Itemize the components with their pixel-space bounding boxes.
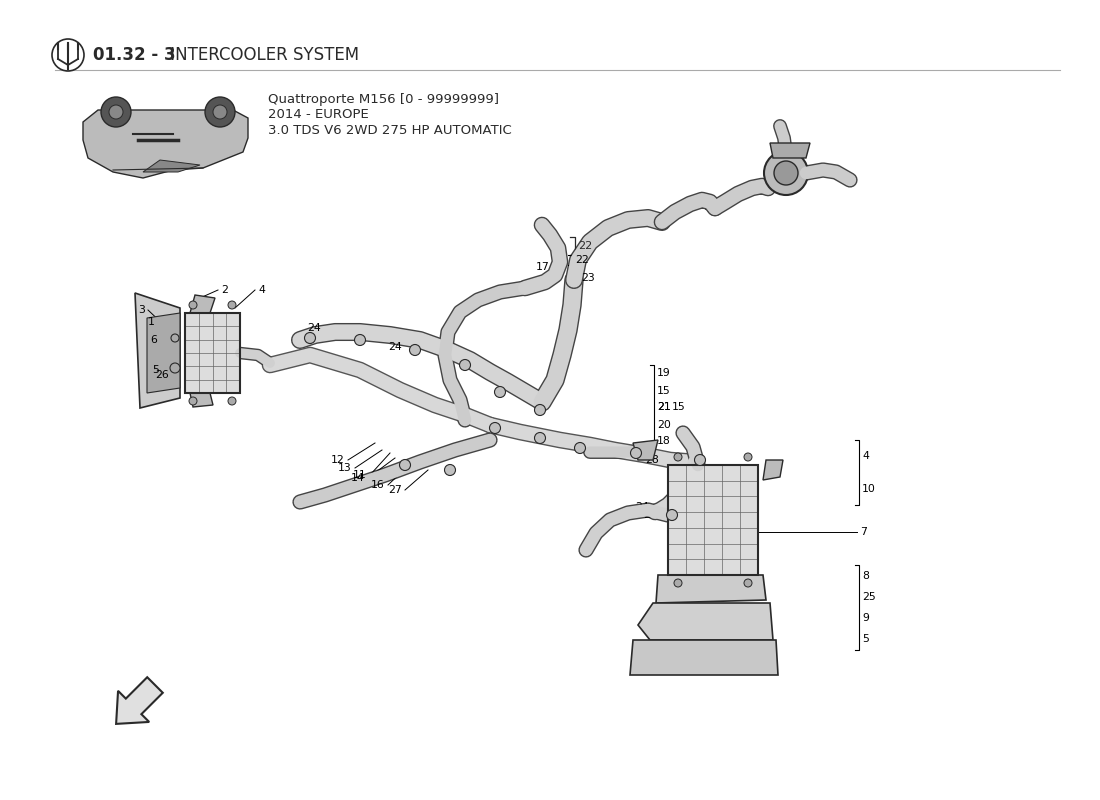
Circle shape — [205, 97, 235, 127]
Polygon shape — [117, 678, 163, 724]
Circle shape — [228, 301, 236, 309]
Text: 22: 22 — [578, 241, 592, 251]
Text: 11: 11 — [353, 470, 367, 480]
Polygon shape — [143, 160, 200, 172]
Text: 5: 5 — [152, 365, 160, 375]
Bar — [185, 313, 240, 393]
Circle shape — [674, 579, 682, 587]
Circle shape — [535, 405, 546, 415]
Circle shape — [764, 151, 808, 195]
Text: 21: 21 — [657, 402, 671, 413]
Circle shape — [535, 433, 546, 443]
Circle shape — [354, 334, 365, 346]
Polygon shape — [630, 640, 778, 675]
Text: 21: 21 — [657, 402, 671, 413]
Text: 4: 4 — [258, 285, 265, 295]
Text: 4: 4 — [862, 451, 869, 462]
Polygon shape — [147, 313, 180, 393]
Circle shape — [189, 397, 197, 405]
Circle shape — [170, 363, 180, 373]
Text: 22: 22 — [575, 255, 589, 265]
Text: 14: 14 — [351, 473, 365, 483]
Text: 15: 15 — [657, 386, 671, 395]
Text: 18: 18 — [657, 437, 671, 446]
Text: 7: 7 — [860, 527, 867, 537]
Text: 28: 28 — [645, 455, 659, 465]
Text: 8: 8 — [862, 570, 869, 581]
Text: 24: 24 — [388, 342, 401, 352]
Text: 24: 24 — [635, 502, 649, 512]
Text: 1: 1 — [148, 317, 155, 327]
Polygon shape — [135, 293, 180, 408]
Bar — [668, 465, 758, 575]
Text: 6: 6 — [150, 335, 157, 345]
Text: 9: 9 — [862, 613, 869, 623]
Text: 24: 24 — [644, 510, 657, 520]
Circle shape — [109, 105, 123, 119]
Polygon shape — [190, 393, 213, 407]
Text: 23: 23 — [581, 273, 595, 283]
Text: 19: 19 — [657, 369, 671, 378]
Circle shape — [228, 397, 236, 405]
Text: 12: 12 — [331, 455, 345, 465]
Circle shape — [774, 161, 798, 185]
Text: 20: 20 — [657, 419, 671, 430]
Polygon shape — [190, 295, 214, 313]
Circle shape — [189, 301, 197, 309]
Text: 01.32 - 3: 01.32 - 3 — [94, 46, 176, 64]
Circle shape — [744, 579, 752, 587]
Bar — [185, 313, 240, 393]
Circle shape — [409, 345, 420, 355]
Circle shape — [170, 334, 179, 342]
Circle shape — [574, 442, 585, 454]
Polygon shape — [638, 603, 773, 640]
Text: 3: 3 — [139, 305, 145, 315]
Text: 13: 13 — [339, 463, 352, 473]
Text: Quattroporte M156 [0 - 99999999]: Quattroporte M156 [0 - 99999999] — [268, 94, 499, 106]
Circle shape — [674, 453, 682, 461]
Text: 2014 - EUROPE: 2014 - EUROPE — [268, 109, 368, 122]
Text: 3.0 TDS V6 2WD 275 HP AUTOMATIC: 3.0 TDS V6 2WD 275 HP AUTOMATIC — [268, 123, 512, 137]
Circle shape — [444, 465, 455, 475]
Bar — [668, 465, 758, 575]
Circle shape — [460, 359, 471, 370]
Polygon shape — [632, 440, 658, 460]
Text: 25: 25 — [862, 592, 876, 602]
Text: 16: 16 — [372, 480, 385, 490]
Circle shape — [694, 454, 705, 466]
Text: 10: 10 — [862, 484, 876, 494]
Circle shape — [101, 97, 131, 127]
Circle shape — [399, 459, 410, 470]
Text: INTERCOOLER SYSTEM: INTERCOOLER SYSTEM — [165, 46, 359, 64]
Circle shape — [667, 510, 678, 521]
Text: 26: 26 — [155, 370, 169, 380]
Text: 24: 24 — [307, 323, 321, 333]
Polygon shape — [770, 143, 810, 158]
Circle shape — [213, 105, 227, 119]
Text: 17: 17 — [537, 262, 550, 272]
Text: 15: 15 — [672, 402, 685, 413]
Polygon shape — [82, 110, 248, 178]
Polygon shape — [656, 575, 766, 603]
Circle shape — [490, 422, 500, 434]
Circle shape — [495, 386, 506, 398]
Text: 2: 2 — [221, 285, 228, 295]
Text: 5: 5 — [862, 634, 869, 644]
Circle shape — [744, 453, 752, 461]
Text: 27: 27 — [388, 485, 401, 495]
Polygon shape — [763, 460, 783, 480]
Circle shape — [630, 447, 641, 458]
Circle shape — [305, 333, 316, 343]
